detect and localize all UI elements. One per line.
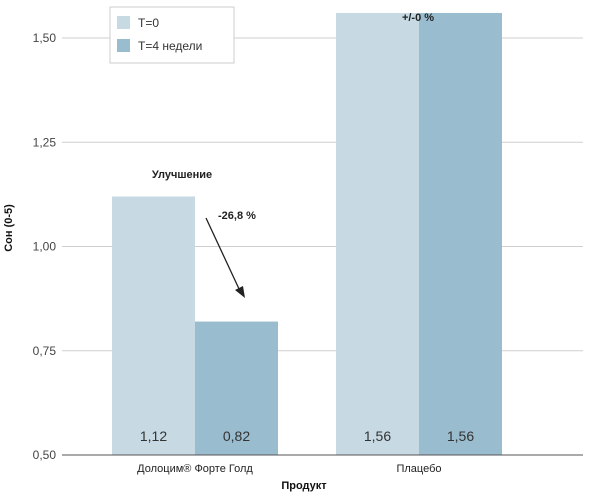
legend-label-t4: T=4 недели [138, 39, 202, 53]
bar [336, 12, 419, 455]
annotation-placebo: +/-0 % [402, 12, 434, 24]
bar [419, 12, 502, 455]
bar [112, 196, 195, 455]
y-tick-label: 1,50 [33, 31, 57, 45]
legend-swatch-t4 [117, 39, 130, 52]
y-axis-ticks: 0,50 0,75 1,00 1,25 1,50 [33, 31, 57, 462]
legend: T=0 T=4 недели [109, 6, 235, 64]
y-tick-label: 1,25 [33, 135, 57, 149]
bars [112, 12, 502, 455]
category-labels: Долоцим® Форте Голд Плацебо [137, 463, 441, 475]
data-label: 1,56 [447, 428, 474, 444]
legend-swatch-t0 [117, 16, 130, 29]
legend-box [109, 6, 235, 64]
data-label: 0,82 [223, 428, 250, 444]
bar [195, 321, 278, 455]
arrow-icon [205, 217, 245, 298]
y-tick-label: 1,00 [33, 240, 57, 254]
y-axis-title: Сон (0-5) [3, 204, 15, 252]
y-tick-label: 0,50 [33, 448, 57, 462]
y-tick-label: 0,75 [33, 344, 57, 358]
data-label: 1,12 [140, 428, 167, 444]
category-label: Плацебо [396, 463, 441, 475]
annotation-improvement: Улучшение [152, 169, 212, 181]
data-label: 1,56 [364, 428, 391, 444]
data-labels: 1,12 0,82 1,56 1,56 [140, 428, 474, 444]
category-label: Долоцим® Форте Голд [137, 463, 253, 475]
x-axis-title: Продукт [281, 480, 327, 492]
annotation-change: -26,8 % [218, 210, 256, 222]
legend-label-t0: T=0 [138, 16, 159, 30]
